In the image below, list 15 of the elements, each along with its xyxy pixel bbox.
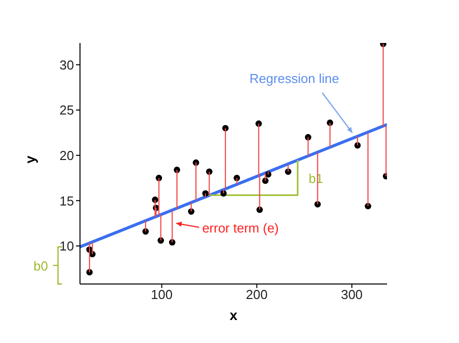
- x-tick-label: 300: [340, 287, 363, 302]
- y-tick-label: 25: [60, 102, 74, 118]
- text: b0: [34, 258, 48, 274]
- y-tick-label: 20: [60, 148, 74, 163]
- point: [86, 269, 93, 276]
- annotation: Regression line: [249, 70, 340, 86]
- x-axis-title: x: [230, 307, 238, 323]
- point: [262, 178, 269, 184]
- y-tick-label: 10: [60, 238, 74, 254]
- x-tick-label: 200: [246, 287, 268, 302]
- annotation: error term (e): [202, 220, 279, 236]
- x-tick-label: 100: [150, 287, 173, 302]
- y-axis-title: y: [22, 156, 38, 164]
- y-tick-label: 30: [60, 57, 74, 72]
- y-tick-label: 15: [60, 193, 74, 208]
